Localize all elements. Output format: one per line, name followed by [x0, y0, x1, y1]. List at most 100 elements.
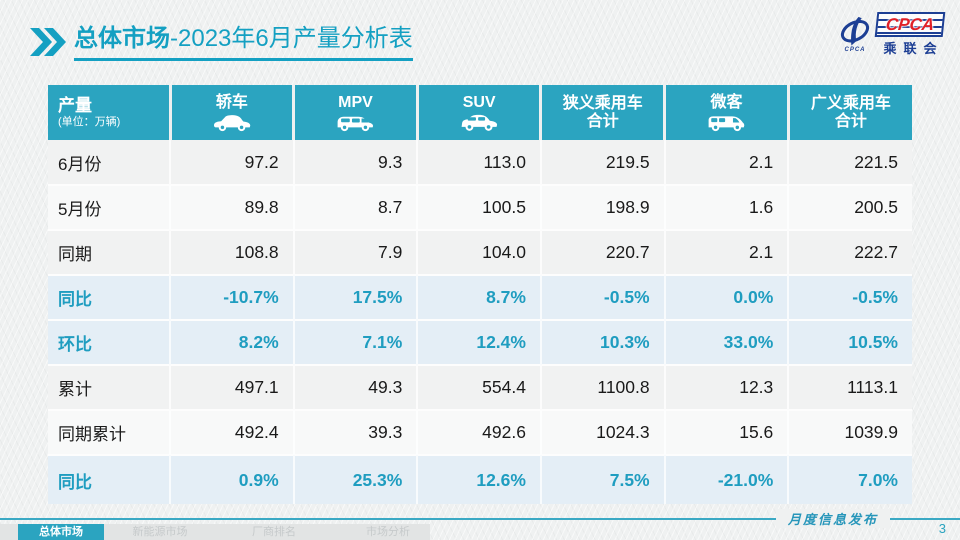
row-label: 同比	[48, 274, 170, 320]
cell: 39.3	[292, 409, 418, 455]
cell: 1024.3	[539, 409, 665, 455]
cell: 0.0%	[663, 274, 789, 320]
cell: 113.0	[416, 140, 541, 185]
cell: 10.3%	[539, 319, 665, 365]
emblem-caption: CPCA	[844, 47, 866, 53]
cell: 89.8	[169, 184, 294, 230]
table-row-cumulative-same-period: 同期累计 492.4 39.3 492.6 1024.3 15.6 1039.9	[48, 409, 912, 455]
page-title: 总体市场-2023年6月产量分析表	[74, 24, 413, 61]
header-label: 产量	[58, 96, 92, 115]
cell: 25.3%	[292, 454, 418, 504]
cell: 15.6	[663, 409, 789, 455]
footer-tab-strip	[0, 524, 430, 540]
tab-nev-market[interactable]: 新能源市场	[112, 524, 208, 540]
cell: 8.7	[292, 184, 418, 230]
tab-overall-market[interactable]: 总体市场	[18, 524, 104, 540]
cpca-swoosh-icon	[840, 16, 870, 46]
cell: 12.3	[663, 364, 789, 410]
cell: 104.0	[416, 229, 541, 275]
cell: 97.2	[169, 140, 294, 185]
cell: -21.0%	[663, 454, 789, 504]
cpca-box-label: CPCA	[884, 14, 936, 34]
cell: 222.7	[787, 229, 912, 275]
cell: 100.5	[416, 184, 541, 230]
cell: 9.3	[292, 140, 418, 185]
col-header-sedan: 轿车	[168, 85, 294, 140]
cell: 492.6	[416, 409, 541, 455]
col-header-minibus: 微客	[663, 85, 789, 140]
cell: 7.0%	[787, 454, 912, 504]
row-label: 同比	[48, 454, 170, 504]
footer-tabs: 总体市场 新能源市场 厂商排名 市场分析	[18, 524, 428, 540]
title-row: 总体市场-2023年6月产量分析表	[28, 24, 413, 61]
col-header-broad-pv-total: 广义乘用车 合计	[786, 85, 912, 140]
col-header-mpv: MPV	[292, 85, 418, 140]
cell: 1113.1	[787, 364, 912, 410]
table-header-row: 产量 (单位：万辆) 轿车 MPV	[48, 85, 912, 140]
cell: 497.1	[169, 364, 294, 410]
cell: 49.3	[292, 364, 418, 410]
col-label: 轿车	[215, 93, 248, 111]
cell: 7.5%	[539, 454, 665, 504]
table-row-may: 5月份 89.8 8.7 100.5 198.9 1.6 200.5	[48, 184, 912, 230]
cell: 1.6	[663, 184, 789, 230]
cell: 1039.9	[787, 409, 912, 455]
row-label: 环比	[48, 319, 170, 365]
cpca-emblem: CPCA	[837, 16, 873, 53]
row-label: 同期累计	[48, 409, 170, 455]
page-number: 3	[938, 521, 946, 536]
suv-icon	[461, 114, 498, 131]
cell: 0.9%	[169, 454, 294, 504]
cell: -0.5%	[787, 274, 912, 320]
double-chevron-icon	[30, 28, 66, 56]
cpca-logo-text: CPCA 乘联会	[874, 12, 946, 57]
tab-oem-ranking[interactable]: 厂商排名	[234, 524, 314, 540]
page-title-section: 总体市场	[74, 25, 170, 52]
col-header-production: 产量 (单位：万辆)	[48, 85, 170, 140]
col-sublabel: 合计	[834, 112, 867, 130]
col-label: MPV	[338, 93, 373, 111]
cell: 200.5	[787, 184, 912, 230]
page-title-rest: -2023年6月产量分析表	[170, 25, 413, 52]
table-row-yoy: 同比 -10.7% 17.5% 8.7% -0.5% 0.0% -0.5%	[48, 274, 912, 320]
production-table-wrap: 产量 (单位：万辆) 轿车 MPV	[48, 85, 912, 504]
tab-market-analysis[interactable]: 市场分析	[348, 524, 428, 540]
cell: 7.1%	[292, 319, 418, 365]
cell: 108.8	[169, 229, 294, 275]
cell: 2.1	[663, 229, 789, 275]
cell: 219.5	[539, 140, 665, 185]
row-label: 同期	[48, 229, 170, 275]
cell: 2.1	[663, 140, 789, 185]
cell: 8.2%	[169, 319, 294, 365]
row-label: 累计	[48, 364, 170, 410]
cell: 492.4	[169, 409, 294, 455]
col-label: 微客	[710, 93, 743, 111]
col-sublabel: 合计	[586, 112, 619, 130]
cell: 33.0%	[663, 319, 789, 365]
table-row-cumulative: 累计 497.1 49.3 554.4 1100.8 12.3 1113.1	[48, 364, 912, 410]
cell: 221.5	[787, 140, 912, 185]
table-row-mom: 环比 8.2% 7.1% 12.4% 10.3% 33.0% 10.5%	[48, 319, 912, 365]
col-label: 广义乘用车	[810, 94, 891, 112]
cell: -0.5%	[539, 274, 665, 320]
cpca-cn-label: 乘联会	[883, 41, 944, 56]
publication-label: 月度信息发布	[775, 509, 890, 528]
cpca-box: CPCA	[874, 12, 946, 37]
cpca-logo: CPCA CPCA 乘联会	[837, 12, 946, 57]
table-row-june: 6月份 97.2 9.3 113.0 219.5 2.1 221.5	[48, 140, 912, 185]
col-header-suv: SUV	[415, 85, 541, 140]
cell: 198.9	[539, 184, 665, 230]
cell: 8.7%	[416, 274, 541, 320]
production-table: 产量 (单位：万辆) 轿车 MPV	[48, 85, 912, 504]
cell: -10.7%	[169, 274, 294, 320]
minibus-icon	[709, 115, 745, 131]
row-label: 6月份	[48, 140, 170, 185]
col-header-narrow-pv-total: 狭义乘用车 合计	[539, 85, 665, 140]
cell: 554.4	[416, 364, 541, 410]
cell: 7.9	[292, 229, 418, 275]
mpv-icon	[338, 116, 374, 131]
row-label: 5月份	[48, 184, 170, 230]
cell: 17.5%	[292, 274, 418, 320]
footer-rule	[0, 518, 960, 520]
